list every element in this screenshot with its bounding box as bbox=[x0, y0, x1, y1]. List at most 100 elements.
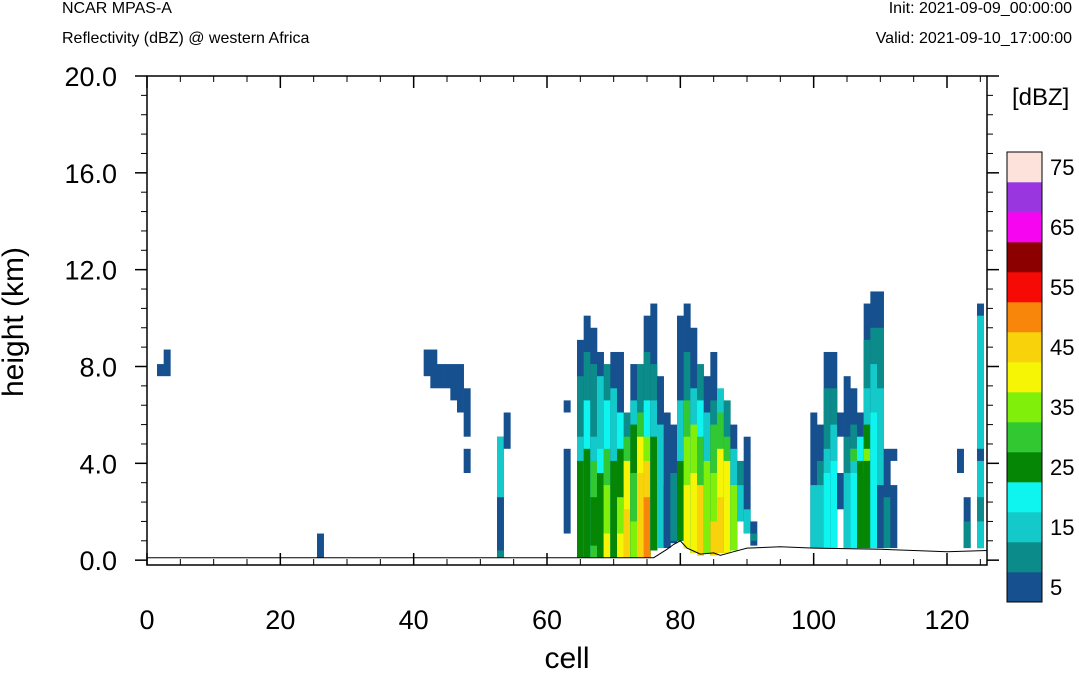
colorbar-swatch bbox=[1007, 152, 1042, 183]
colorbar-swatch bbox=[1007, 362, 1042, 393]
reflectivity-cell bbox=[877, 485, 884, 549]
colorbar-swatch bbox=[1007, 422, 1042, 453]
colorbar-swatch bbox=[1007, 542, 1042, 573]
reflectivity-cell bbox=[610, 460, 618, 558]
reflectivity-cell bbox=[710, 473, 718, 556]
reflectivity-cell bbox=[863, 473, 871, 549]
reflectivity-cell bbox=[317, 533, 324, 558]
reflectivity-cell bbox=[617, 497, 624, 558]
reflectivity-cell bbox=[443, 364, 451, 389]
reflectivity-cell bbox=[450, 364, 458, 401]
reflectivity-cell bbox=[697, 485, 704, 556]
reflectivity-cell bbox=[810, 412, 818, 549]
reflectivity-cell bbox=[630, 473, 638, 558]
colorbar-tick-label: 5 bbox=[1050, 575, 1062, 600]
colorbar-tick-label: 15 bbox=[1050, 515, 1074, 540]
reflectivity-cell bbox=[497, 436, 504, 498]
reflectivity-cell bbox=[977, 315, 984, 549]
reflectivity-cell bbox=[563, 448, 571, 534]
reflectivity-cell bbox=[883, 497, 891, 549]
reflectivity-cell bbox=[863, 448, 871, 461]
reflectivity-cell bbox=[657, 424, 664, 549]
colorbar-tick-label: 45 bbox=[1050, 335, 1074, 360]
colorbar-tick-label: 35 bbox=[1050, 395, 1074, 420]
reflectivity-cell bbox=[723, 460, 731, 553]
reflectivity-cell bbox=[637, 473, 644, 558]
colorbar-swatch bbox=[1007, 482, 1042, 513]
reflectivity-cell bbox=[730, 485, 738, 551]
colorbar-tick-label: 65 bbox=[1050, 215, 1074, 240]
colorbar-swatch bbox=[1007, 452, 1042, 483]
reflectivity-cell bbox=[823, 473, 831, 549]
reflectivity-cell bbox=[750, 533, 758, 541]
reflectivity-cell bbox=[157, 364, 164, 377]
colorbar-tick-label: 55 bbox=[1050, 275, 1074, 300]
reflectivity-cell bbox=[497, 550, 504, 558]
reflectivity-cell bbox=[890, 448, 898, 461]
terrain-line bbox=[147, 540, 988, 559]
y-tick-label: 0.0 bbox=[79, 546, 117, 576]
x-tick-label: 20 bbox=[265, 605, 295, 635]
reflectivity-cell bbox=[663, 485, 671, 546]
reflectivity-cell bbox=[670, 473, 678, 541]
colorbar-swatch bbox=[1007, 212, 1042, 243]
reflectivity-cell bbox=[457, 364, 464, 413]
reflectivity-cell bbox=[650, 436, 658, 551]
colorbar-tick-label: 25 bbox=[1050, 455, 1074, 480]
colorbar-swatch bbox=[1007, 272, 1042, 303]
reflectivity-cell bbox=[977, 521, 984, 549]
reflectivity-cell bbox=[623, 509, 631, 558]
colorbar-swatch bbox=[1007, 392, 1042, 423]
reflectivity-cell bbox=[503, 412, 511, 449]
reflectivity-cell bbox=[830, 460, 838, 549]
valid-time: Valid: 2021-09-10_17:00:00 bbox=[875, 30, 1072, 47]
reflectivity-cell bbox=[843, 473, 851, 549]
reflectivity-cell bbox=[870, 412, 878, 549]
reflectivity-cell bbox=[463, 448, 471, 474]
x-tick-label: 100 bbox=[791, 605, 836, 635]
reflectivity-cell bbox=[563, 400, 571, 413]
reflectivity-cell bbox=[710, 521, 718, 556]
y-tick-label: 12.0 bbox=[64, 256, 117, 286]
reflectivity-cell bbox=[837, 412, 844, 437]
field-title: Reflectivity (dBZ) @ western Africa bbox=[62, 30, 310, 47]
y-tick-label: 16.0 bbox=[64, 159, 117, 189]
reflectivity-cell bbox=[163, 349, 171, 377]
x-tick-label: 80 bbox=[665, 605, 695, 635]
y-tick-label: 8.0 bbox=[79, 352, 117, 382]
colorbar-swatch bbox=[1007, 182, 1042, 213]
reflectivity-cell bbox=[963, 521, 971, 549]
y-tick-label: 4.0 bbox=[79, 449, 117, 479]
reflectivity-cell bbox=[463, 388, 471, 437]
reflectivity-cell bbox=[577, 460, 584, 558]
y-tick-label: 20.0 bbox=[64, 62, 117, 92]
reflectivity-cell bbox=[590, 497, 598, 546]
reflectivity-cell bbox=[817, 485, 824, 549]
reflectivity-cell bbox=[430, 349, 438, 389]
reflectivity-cell bbox=[850, 448, 858, 461]
axis-ticks: 0 20 40 60 80 100 120 0.0 4.0 8.0 12.0 16.0 20.0 bbox=[64, 62, 999, 635]
colorbar-tick-label: 75 bbox=[1050, 155, 1074, 180]
x-axis-label: cell bbox=[544, 642, 589, 675]
y-axis-label: height (km) bbox=[0, 247, 30, 397]
colorbar-swatch bbox=[1007, 572, 1042, 603]
x-tick-label: 40 bbox=[399, 605, 429, 635]
reflectivity-cell bbox=[617, 533, 624, 558]
reflectivity-cell bbox=[877, 388, 884, 549]
init-time: Init: 2021-09-09_00:00:00 bbox=[888, 0, 1072, 17]
reflectivity-cell bbox=[890, 485, 898, 549]
reflectivity-cell bbox=[437, 364, 444, 389]
x-tick-label: 60 bbox=[532, 605, 562, 635]
reflectivity-cell bbox=[703, 460, 711, 553]
reflectivity-cell bbox=[810, 485, 818, 549]
reflectivity-cell bbox=[643, 497, 651, 558]
colorbar: 5 15 25 35 45 55 65 75 bbox=[1006, 151, 1074, 603]
model-name: NCAR MPAS-A bbox=[62, 0, 172, 17]
reflectivity-cell bbox=[717, 497, 724, 553]
reflectivity-cell bbox=[677, 460, 684, 541]
reflectivity-cell bbox=[423, 349, 431, 377]
colorbar-swatch bbox=[1007, 512, 1042, 543]
reflectivity-cell bbox=[597, 473, 604, 558]
reflectivity-cell bbox=[603, 485, 611, 558]
